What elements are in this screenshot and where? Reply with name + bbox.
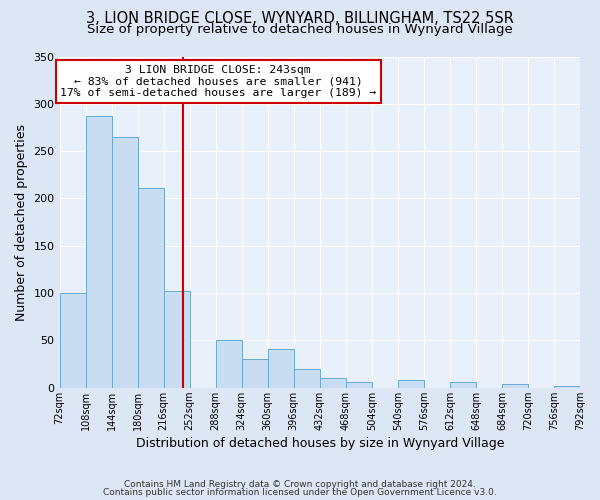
Bar <box>450 382 476 388</box>
Bar <box>86 116 112 388</box>
Text: Contains public sector information licensed under the Open Government Licence v3: Contains public sector information licen… <box>103 488 497 497</box>
Bar <box>502 384 528 388</box>
Bar <box>164 291 190 388</box>
Bar <box>242 360 268 388</box>
Text: Contains HM Land Registry data © Crown copyright and database right 2024.: Contains HM Land Registry data © Crown c… <box>124 480 476 489</box>
Y-axis label: Number of detached properties: Number of detached properties <box>15 124 28 320</box>
Bar <box>554 386 580 388</box>
Text: 3 LION BRIDGE CLOSE: 243sqm
← 83% of detached houses are smaller (941)
17% of se: 3 LION BRIDGE CLOSE: 243sqm ← 83% of det… <box>60 65 376 98</box>
Text: 3, LION BRIDGE CLOSE, WYNYARD, BILLINGHAM, TS22 5SR: 3, LION BRIDGE CLOSE, WYNYARD, BILLINGHA… <box>86 11 514 26</box>
Text: Size of property relative to detached houses in Wynyard Village: Size of property relative to detached ho… <box>87 23 513 36</box>
Bar <box>137 188 164 388</box>
Bar <box>398 380 424 388</box>
Bar <box>346 382 372 388</box>
X-axis label: Distribution of detached houses by size in Wynyard Village: Distribution of detached houses by size … <box>136 437 504 450</box>
Bar <box>215 340 242 388</box>
Bar <box>112 137 137 388</box>
Bar <box>268 349 294 388</box>
Bar <box>294 369 320 388</box>
Bar <box>320 378 346 388</box>
Bar <box>59 293 86 388</box>
